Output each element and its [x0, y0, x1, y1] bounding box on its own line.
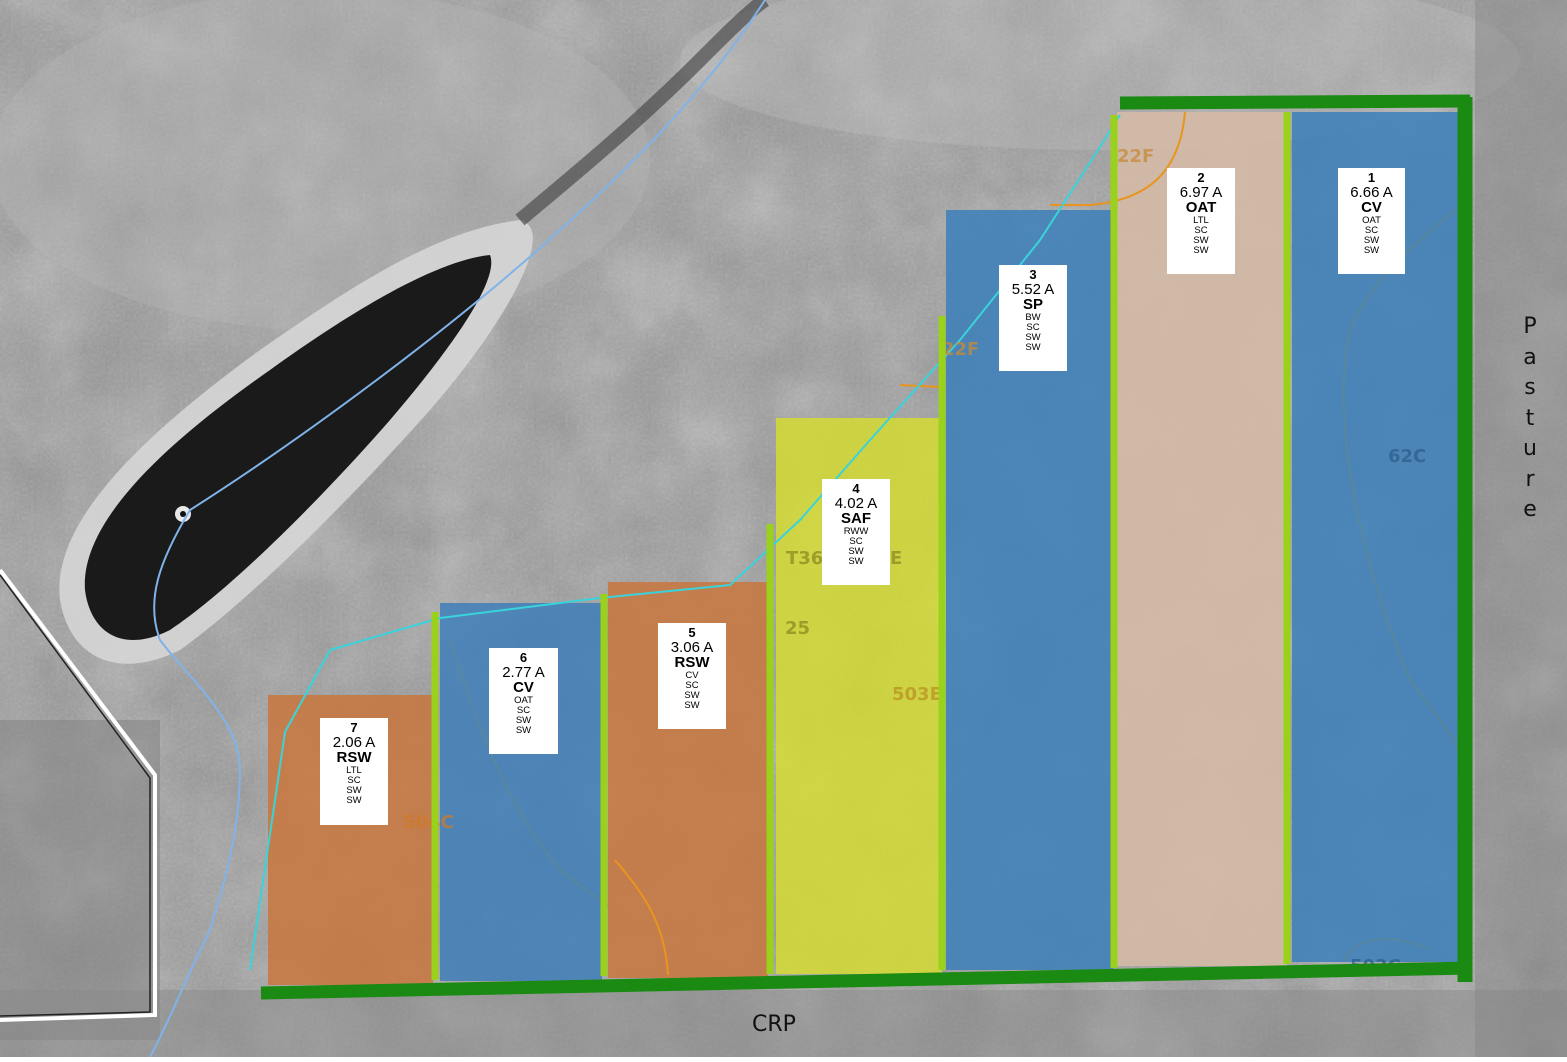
- pasture-letter: r: [1525, 466, 1535, 492]
- soil-code-label: 25: [785, 618, 810, 639]
- field-history-item: LTL: [1193, 215, 1209, 227]
- field-history-item: SW: [1025, 342, 1041, 354]
- field-crop: RSW: [674, 654, 710, 672]
- field-number: 3: [1029, 267, 1037, 282]
- field-crop: SP: [1022, 296, 1043, 314]
- field-number: 1: [1367, 170, 1376, 185]
- field-history-item: SC: [849, 536, 863, 548]
- field-history-item: SW: [1193, 235, 1209, 247]
- field-4-label[interactable]: 4 4.02 A SAF RWW SC SW SW: [822, 479, 890, 585]
- pasture-letter: u: [1523, 436, 1537, 461]
- field-acres: 6.66 A: [1350, 183, 1393, 201]
- soil-code-label: T36: [786, 548, 823, 569]
- field-number: 7: [350, 720, 358, 735]
- field-history-item: SW: [1193, 245, 1209, 257]
- soil-code-label: 22F: [942, 339, 979, 360]
- field-crop: CV: [513, 679, 534, 697]
- field-acres: 6.97 A: [1179, 183, 1223, 201]
- pasture-letter: s: [1524, 375, 1536, 400]
- pasture-letter: P: [1523, 314, 1537, 339]
- field-1-label[interactable]: 1 6.66 A CV OAT SC SW SW: [1338, 168, 1405, 274]
- field-history-item: SC: [516, 705, 531, 717]
- soil-code-label: 503E: [892, 684, 942, 705]
- soil-code-label: 62C: [1388, 446, 1426, 467]
- field-acres: 2.06 A: [332, 733, 376, 751]
- field-history-item: SW: [684, 690, 700, 702]
- field-history-item: CV: [685, 670, 699, 682]
- field-history-item: SW: [515, 725, 532, 737]
- field-history-item: RWW: [843, 526, 869, 538]
- soil-code-label: E: [890, 548, 902, 569]
- field-crop: SAF: [841, 510, 871, 528]
- field-history-item: SW: [684, 700, 700, 712]
- field-crop: RSW: [336, 749, 372, 767]
- field-history-item: SC: [1364, 225, 1379, 237]
- field-crop: CV: [1361, 199, 1382, 217]
- field-number: 6: [519, 650, 528, 665]
- field-history-item: SW: [346, 785, 362, 797]
- field-history-item: SW: [848, 546, 864, 558]
- field-history-item: SW: [346, 795, 362, 807]
- field-history-item: SC: [685, 680, 699, 692]
- soil-code-label: 504C: [403, 812, 454, 833]
- field-history-item: LTL: [346, 765, 362, 777]
- field-history-item: SW: [1025, 332, 1041, 344]
- field-history-item: SW: [1363, 245, 1380, 257]
- field-dividers: [431, 112, 1291, 980]
- soil-code-label: 22F: [1117, 146, 1154, 167]
- field-6-label[interactable]: 6 2.77 A CV OAT SC SW SW: [489, 648, 558, 754]
- field-3-label[interactable]: 3 5.52 A SP BW SC SW SW: [999, 265, 1067, 371]
- field-history-item: OAT: [1362, 215, 1381, 227]
- field-history-item: SC: [347, 775, 361, 787]
- field-boundary: [260, 94, 1473, 1000]
- survey-line: [249, 114, 1121, 971]
- field-history-item: SW: [848, 556, 864, 568]
- field-history-item: SW: [515, 715, 532, 727]
- field-history-item: OAT: [514, 695, 533, 707]
- field-number: 5: [688, 625, 696, 640]
- field-number: 4: [852, 481, 860, 496]
- pasture-letter: e: [1523, 497, 1537, 522]
- pasture-letter: a: [1523, 344, 1537, 370]
- field-2-label[interactable]: 2 6.97 A OAT LTL SC SW SW: [1167, 168, 1235, 274]
- field-5-label[interactable]: 5 3.06 A RSW CV SC SW SW: [658, 623, 726, 729]
- field-acres: 3.06 A: [670, 638, 714, 656]
- field-history-item: SC: [1026, 322, 1040, 334]
- pond-water: [84, 255, 492, 641]
- field-history-item: SW: [1363, 235, 1380, 247]
- field-acres: 2.77 A: [502, 663, 545, 681]
- field-history-item: BW: [1025, 312, 1041, 324]
- field-number: 2: [1197, 170, 1205, 185]
- pasture-letter: t: [1525, 405, 1535, 431]
- road-line: [0, 568, 157, 1022]
- crp-boundary-label: CRP: [752, 1012, 796, 1037]
- field-7-label[interactable]: 7 2.06 A RSW LTL SC SW SW: [320, 718, 388, 825]
- field-acres: 5.52 A: [1011, 280, 1055, 298]
- waterway-line: [149, 0, 766, 1058]
- field-acres: 4.02 A: [834, 494, 878, 512]
- field-crop: OAT: [1185, 199, 1217, 217]
- field-history-item: SC: [1194, 225, 1208, 237]
